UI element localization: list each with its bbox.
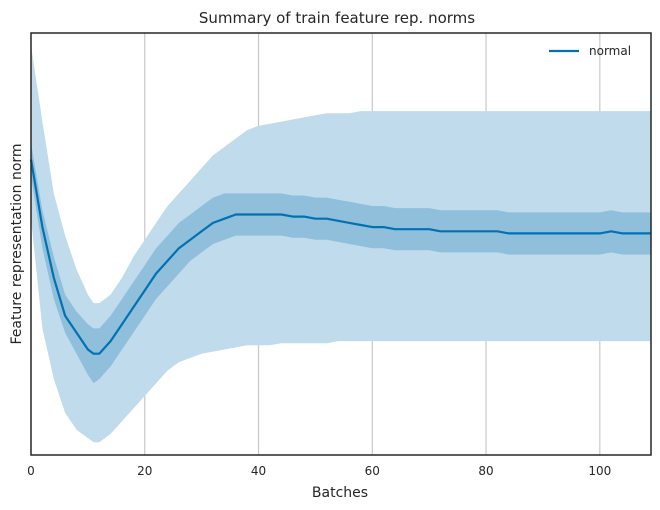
x-tick-label-60: 60 [365,464,380,478]
legend: normal [549,44,631,58]
x-tick-label-80: 80 [478,464,493,478]
x-tick-label-20: 20 [137,464,152,478]
x-tick-label-40: 40 [251,464,266,478]
x-tick-label-100: 100 [588,464,611,478]
plot-frame [30,32,652,456]
series-line-group [29,159,651,355]
outer-band-normal [31,45,651,443]
x-axis-label: Batches [312,485,368,501]
legend-label-normal: normal [589,44,631,58]
inner-band-group [31,142,651,384]
x-tick-labels: 0 20 40 60 80 100 [27,464,611,478]
outer-band-group [31,45,651,443]
inner-band-normal [31,142,651,384]
series-line-normal [29,159,651,355]
y-axis-label: Feature representation norm [9,143,25,344]
x-tick-label-0: 0 [27,464,35,478]
chart-title: Summary of train feature rep. norms [199,9,475,27]
